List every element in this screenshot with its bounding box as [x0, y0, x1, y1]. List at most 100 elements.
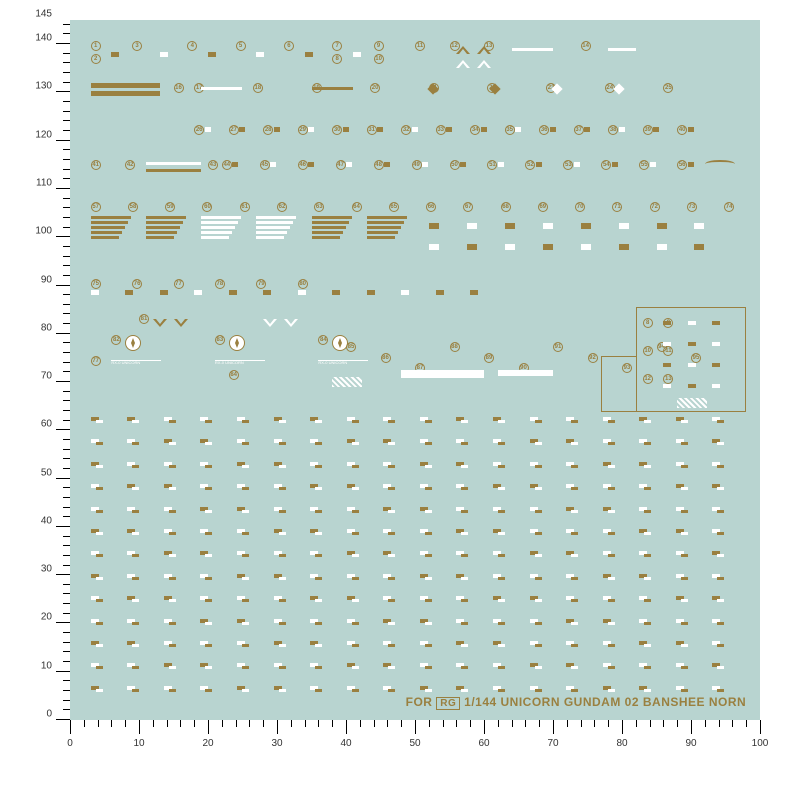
grid-decal	[91, 502, 105, 512]
grid-decal	[164, 524, 178, 534]
ruler-x-label: 70	[547, 738, 558, 749]
grid-decal	[603, 524, 617, 534]
number-circle-60: 60	[202, 202, 212, 212]
grid-decal	[420, 524, 434, 534]
grid-decal	[566, 479, 580, 489]
grid-decal	[91, 546, 105, 556]
grid-decal	[237, 636, 251, 646]
small-decal	[619, 244, 629, 250]
number-circle-3: 3	[132, 41, 142, 51]
grid-decal	[310, 658, 324, 668]
grid-decal	[274, 569, 288, 579]
grid-decal	[274, 524, 288, 534]
number-circle-39: 39	[643, 125, 653, 135]
ruler-y-label: 70	[41, 371, 52, 382]
grid-decal	[91, 591, 105, 601]
grid-decal	[530, 546, 544, 556]
grid-decal	[274, 591, 288, 601]
grid-decal	[603, 434, 617, 444]
small-decal	[657, 223, 667, 229]
grid-decal	[712, 502, 726, 512]
grid-decal	[91, 524, 105, 534]
grid-decal	[91, 457, 105, 467]
grid-decal	[164, 457, 178, 467]
small-decal	[581, 223, 591, 229]
stripe-group	[312, 216, 352, 239]
bar-mark	[91, 91, 160, 96]
number-circle-31: 31	[367, 125, 377, 135]
text-block: RX-0 UNICORN	[215, 360, 265, 372]
small-decal	[422, 162, 428, 167]
grid-decal	[310, 457, 324, 467]
grid-decal	[603, 681, 617, 691]
number-circle-11: 11	[663, 346, 673, 356]
ruler-x-label: 50	[409, 738, 420, 749]
detail-outline-step	[601, 356, 637, 412]
small-decal	[308, 162, 314, 167]
number-circle-69: 69	[538, 202, 548, 212]
grid-decal	[237, 412, 251, 422]
small-decal	[505, 223, 515, 229]
bar-mark	[201, 87, 242, 90]
grid-decal	[200, 546, 214, 556]
small-decal	[384, 162, 390, 167]
ruler-y-label: 60	[41, 419, 52, 430]
grid-decal	[164, 636, 178, 646]
ruler-y-label: 120	[35, 129, 52, 140]
small-decal	[650, 162, 656, 167]
grid-decal	[603, 569, 617, 579]
number-circle-73: 73	[687, 202, 697, 212]
grid-decal	[456, 681, 470, 691]
grid-decal	[712, 614, 726, 624]
number-circle-41: 41	[91, 160, 101, 170]
grid-decal	[676, 636, 690, 646]
grid-decal	[603, 457, 617, 467]
grid-decal	[566, 502, 580, 512]
ruler-y-label: 80	[41, 322, 52, 333]
grid-decal	[420, 591, 434, 601]
grid-decal	[603, 502, 617, 512]
small-decal	[298, 290, 306, 295]
footer-scale: 1/144	[464, 695, 497, 709]
number-circle-92: 92	[588, 353, 598, 363]
grid-decal	[310, 636, 324, 646]
grid-decal	[530, 591, 544, 601]
small-decal	[543, 244, 553, 250]
grid-decal	[493, 524, 507, 534]
grid-decal	[493, 546, 507, 556]
grid-decal	[456, 502, 470, 512]
grid-decal	[310, 502, 324, 512]
small-decal	[208, 52, 216, 57]
small-decal	[412, 127, 418, 132]
grid-decal	[712, 546, 726, 556]
number-circle-6: 6	[284, 41, 294, 51]
grid-decal	[237, 681, 251, 691]
grid-decal	[274, 546, 288, 556]
grid-decal	[639, 502, 653, 512]
small-decal	[498, 162, 504, 167]
ruler-y-label: 130	[35, 81, 52, 92]
grid-decal	[237, 434, 251, 444]
grid-decal	[566, 636, 580, 646]
decal-sheet-container: 1234567891011121314161718192021222324252…	[70, 20, 760, 720]
grid-decal	[127, 546, 141, 556]
grid-decal	[127, 457, 141, 467]
grid-decal	[603, 479, 617, 489]
small-decal	[194, 290, 202, 295]
grid-decal	[530, 569, 544, 579]
grid-decal	[676, 569, 690, 579]
number-circle-65: 65	[389, 202, 399, 212]
grid-decal	[274, 457, 288, 467]
grid-decal	[530, 412, 544, 422]
grid-decal	[530, 502, 544, 512]
grid-decal	[127, 412, 141, 422]
number-circle-35: 35	[505, 125, 515, 135]
number-circle-49: 49	[412, 160, 422, 170]
grid-decal	[566, 614, 580, 624]
grid-decal	[420, 569, 434, 579]
number-circle-45: 45	[260, 160, 270, 170]
small-decal	[653, 127, 659, 132]
number-circle-27: 27	[229, 125, 239, 135]
grid-decal	[639, 479, 653, 489]
grid-decal	[603, 412, 617, 422]
